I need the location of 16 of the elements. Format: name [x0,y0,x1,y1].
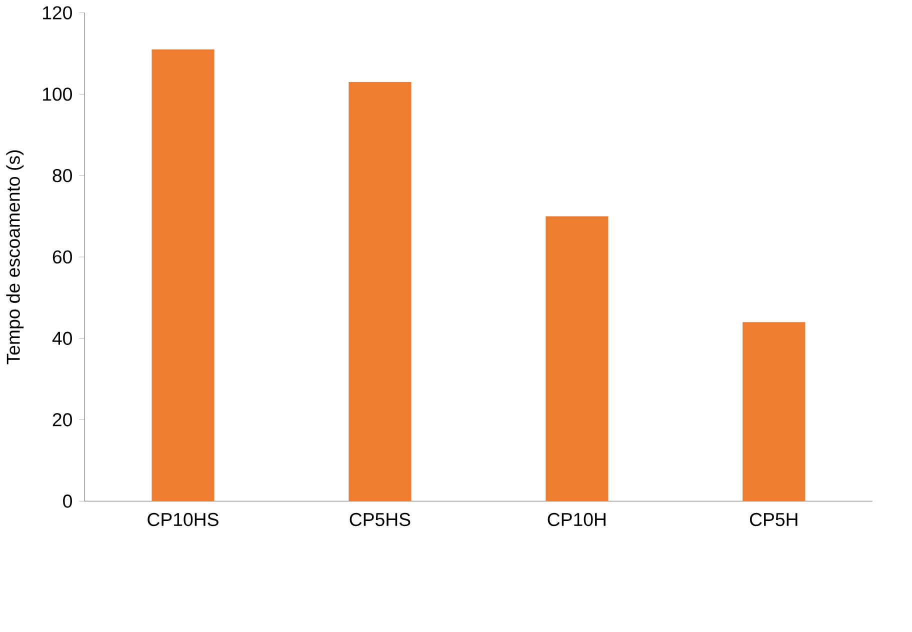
y-tick-label: 120 [43,6,72,20]
bar [348,82,412,501]
x-tick-label: CP5HS [350,512,410,526]
y-tick-label: 100 [43,87,72,101]
y-tick-label: 80 [52,168,72,182]
bar [742,322,806,501]
x-tick-label: CP5H [750,512,798,526]
y-axis-title: Tempo de escoamento (s) [6,150,24,364]
x-tick-label: CP10HS [148,512,218,526]
y-tick-label: 40 [52,332,72,345]
y-tick-label: 60 [52,250,72,264]
bar [546,216,608,501]
bar [152,49,214,501]
y-tick-label: 20 [52,412,72,426]
y-tick-label: 0 [63,494,72,508]
x-tick-label: CP10H [548,512,606,526]
